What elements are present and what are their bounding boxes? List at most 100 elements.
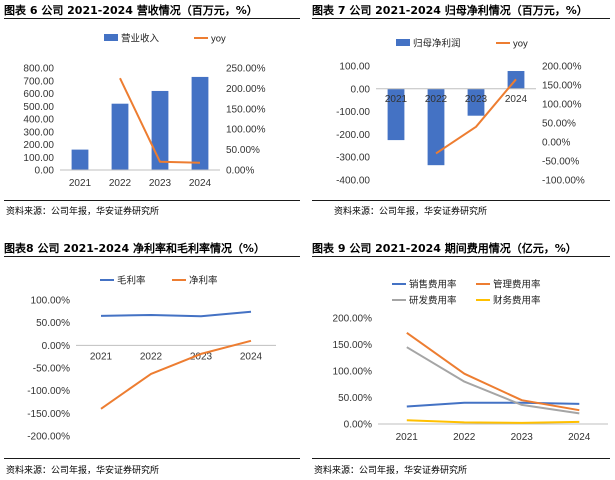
y-tick-label: 50.00% bbox=[36, 318, 70, 329]
x-tick-label: 2022 bbox=[453, 432, 476, 443]
legend-label: 管理费用率 bbox=[493, 279, 541, 291]
y2-tick-label: -50.00% bbox=[542, 157, 579, 168]
y-tick-label: 100.00 bbox=[339, 62, 370, 73]
figure-title: 图表 6 公司 2021-2024 营收情况（百万元，%） bbox=[4, 4, 258, 17]
y-tick-label: 500.00 bbox=[23, 102, 54, 113]
x-tick-label: 2023 bbox=[149, 178, 172, 189]
source-note: 资料来源：公司年报，华安证券研究所 bbox=[6, 207, 160, 217]
source-rule bbox=[312, 200, 610, 201]
y2-tick-label: 150.00% bbox=[542, 81, 582, 92]
y-tick-label: 200.00 bbox=[23, 140, 54, 151]
y-tick-label: 100.00 bbox=[23, 153, 54, 164]
source-note: 资料来源：公司年报，华安证券研究所 bbox=[334, 207, 488, 217]
net-profit-chart: -400.00 -300.00 -200.00 -100.00 0.00 100.00 -1… bbox=[336, 38, 585, 187]
bar bbox=[151, 90, 169, 170]
y-tick-label: 600.00 bbox=[23, 89, 54, 100]
x-tick-label: 2023 bbox=[465, 94, 488, 105]
y2-tick-label: 150.00% bbox=[226, 104, 266, 115]
y-tick-label: 0.00% bbox=[344, 420, 372, 431]
y-tick-label: 50.00% bbox=[338, 393, 372, 404]
legend-label: 归母净利润 bbox=[413, 38, 461, 50]
y2-tick-label: 250.00% bbox=[226, 64, 266, 75]
legend-label: 营业收入 bbox=[121, 33, 160, 45]
bar bbox=[387, 88, 405, 141]
series-line bbox=[406, 401, 580, 408]
figure-title: 图表8 公司 2021-2024 净利率和毛利率情况（%） bbox=[4, 242, 265, 255]
bar bbox=[191, 76, 209, 170]
legend-label: 销售费用率 bbox=[409, 279, 457, 291]
source-rule bbox=[4, 458, 300, 459]
y2-tick-label: 100.00% bbox=[226, 125, 266, 136]
x-tick-label: 2024 bbox=[240, 351, 263, 362]
series-line bbox=[406, 331, 580, 412]
y-tick-label: 100.00% bbox=[31, 296, 71, 307]
y-tick-label: -150.00% bbox=[27, 409, 70, 420]
y2-tick-label: 50.00% bbox=[226, 145, 260, 156]
legend-swatch-bar bbox=[396, 39, 410, 46]
title-rule bbox=[312, 256, 610, 257]
x-tick-label: 2024 bbox=[568, 432, 591, 443]
bar bbox=[71, 149, 89, 170]
series-line bbox=[100, 339, 252, 410]
y-tick-label: -400.00 bbox=[336, 176, 370, 187]
legend-label: 财务费用率 bbox=[493, 295, 541, 307]
y-tick-label: 0.00 bbox=[351, 84, 371, 95]
legend-label: 毛利率 bbox=[117, 275, 146, 287]
y2-tick-label: 200.00% bbox=[542, 62, 582, 73]
y-tick-label: 150.00% bbox=[333, 340, 373, 351]
legend-label: yoy bbox=[211, 34, 226, 45]
y-tick-label: -200.00 bbox=[336, 130, 370, 141]
y2-tick-label: -100.00% bbox=[542, 176, 585, 187]
y-tick-label: -50.00% bbox=[33, 364, 70, 375]
source-note: 资料来源：公司年报，华安证券研究所 bbox=[314, 466, 468, 476]
yoy-line bbox=[435, 78, 517, 155]
y-tick-label: 200.00% bbox=[333, 314, 373, 325]
series-line bbox=[100, 310, 252, 318]
x-tick-label: 2023 bbox=[511, 432, 534, 443]
y-tick-label: 700.00 bbox=[23, 76, 54, 87]
y-tick-label: 400.00 bbox=[23, 115, 54, 126]
title-rule bbox=[312, 18, 610, 19]
legend-label: 研发费用率 bbox=[409, 295, 457, 307]
title-rule bbox=[4, 18, 300, 19]
yoy-line bbox=[119, 77, 201, 164]
expense-ratio-chart: 0.00% 50.00% 100.00% 150.00% 200.00% 2021 2022… bbox=[333, 279, 608, 443]
x-tick-label: 2021 bbox=[396, 432, 419, 443]
bar bbox=[467, 88, 485, 116]
series-line bbox=[406, 346, 580, 415]
y-tick-label: 100.00% bbox=[333, 367, 373, 378]
x-tick-label: 2021 bbox=[385, 94, 408, 105]
x-tick-label: 2022 bbox=[425, 94, 448, 105]
y2-tick-label: 200.00% bbox=[226, 84, 266, 95]
margin-chart: -200.00% -150.00% -100.00% -50.00% 0.00% 50.0… bbox=[27, 275, 276, 443]
y2-tick-label: 50.00% bbox=[542, 119, 576, 130]
y2-tick-label: 0.00% bbox=[226, 166, 254, 177]
legend-swatch-bar bbox=[104, 34, 118, 41]
y-tick-label: 800.00 bbox=[23, 64, 54, 75]
x-tick-label: 2023 bbox=[190, 351, 213, 362]
x-tick-label: 2021 bbox=[69, 178, 92, 189]
title-rule bbox=[4, 256, 300, 257]
y2-tick-label: 0.00% bbox=[542, 138, 570, 149]
x-tick-label: 2024 bbox=[189, 178, 212, 189]
legend-label: yoy bbox=[513, 39, 528, 50]
source-rule bbox=[4, 200, 300, 201]
x-tick-label: 2024 bbox=[505, 94, 528, 105]
y-tick-label: 0.00 bbox=[35, 166, 55, 177]
series-line bbox=[406, 419, 580, 424]
y-tick-label: -200.00% bbox=[27, 432, 70, 443]
x-tick-label: 2022 bbox=[109, 178, 132, 189]
source-note: 资料来源：公司年报，华安证券研究所 bbox=[6, 466, 160, 476]
figure-title: 图表 9 公司 2021-2024 期间费用情况（亿元，%） bbox=[312, 242, 577, 255]
bar bbox=[427, 88, 445, 166]
figure-title: 图表 7 公司 2021-2024 归母净利情况（百万元，%） bbox=[312, 4, 588, 17]
y-tick-label: -100.00% bbox=[27, 386, 70, 397]
source-rule bbox=[312, 458, 610, 459]
y-tick-label: 0.00% bbox=[42, 341, 70, 352]
y-tick-label: -100.00 bbox=[336, 107, 370, 118]
x-tick-label: 2021 bbox=[90, 351, 113, 362]
y-tick-label: -300.00 bbox=[336, 153, 370, 164]
bar bbox=[111, 103, 129, 170]
y2-tick-label: 100.00% bbox=[542, 100, 582, 111]
